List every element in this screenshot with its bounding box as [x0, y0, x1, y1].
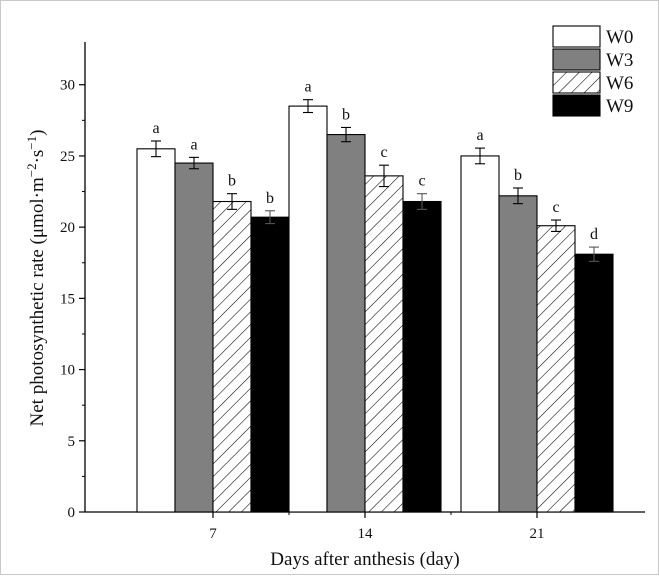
bar-w9-day14 — [402, 200, 442, 513]
significance-label: d — [590, 226, 598, 243]
significance-label: c — [552, 199, 559, 216]
bar-w3-day7 — [174, 162, 214, 513]
significance-label: c — [418, 173, 425, 190]
bar-w0-day7 — [136, 148, 176, 513]
significance-label: b — [514, 167, 522, 184]
bar-w6-day7 — [212, 200, 252, 513]
y-tick-label: 30 — [60, 78, 75, 94]
legend-swatch-w9 — [552, 94, 601, 117]
y-axis-title-mid: ·s — [27, 150, 48, 164]
significance-label: b — [228, 173, 236, 190]
y-tick-label: 0 — [68, 505, 76, 521]
legend-label-w0: W0 — [606, 27, 633, 48]
x-axis-title: Days after anthesis (day) — [270, 549, 459, 570]
bar-w6-day14 — [364, 175, 404, 513]
significance-label: b — [266, 190, 274, 207]
significance-label: a — [190, 136, 197, 153]
significance-label: a — [476, 127, 483, 144]
bar-w9-day7 — [250, 216, 290, 513]
x-tick-label: 14 — [358, 526, 374, 542]
x-tick-label: 21 — [530, 526, 545, 542]
significance-label: a — [152, 120, 159, 137]
x-tick-label: 7 — [209, 526, 217, 542]
y-tick-label: 20 — [60, 220, 75, 236]
y-axis-title: Net photosynthetic rate (μmol·m−2·s−1) — [24, 130, 48, 427]
y-tick-label: 5 — [68, 434, 76, 450]
y-axis-title-end: ) — [27, 130, 48, 136]
significance-label: c — [380, 144, 387, 161]
y-tick-label: 10 — [60, 363, 75, 379]
y-axis-title-sup1: −2 — [24, 163, 39, 177]
legend-swatch-w3 — [552, 48, 601, 71]
y-axis-title-main: Net photosynthetic rate (μmol·m — [27, 177, 48, 426]
bar-w6-day21 — [536, 225, 576, 513]
legend-label-w6: W6 — [606, 73, 633, 94]
legend-label-w3: W3 — [606, 50, 633, 71]
bar-w0-day14 — [288, 105, 328, 513]
legend-swatch-w0 — [552, 25, 601, 48]
significance-label: a — [304, 79, 311, 96]
bar-w9-day21 — [574, 253, 614, 513]
significance-label: b — [342, 106, 350, 123]
y-tick-label: 15 — [60, 291, 75, 307]
y-axis-title-sup2: −1 — [24, 136, 39, 150]
bar-w3-day14 — [326, 134, 366, 513]
bar-w3-day21 — [498, 195, 538, 513]
legend-label-w9: W9 — [606, 96, 633, 117]
bar-w0-day21 — [460, 155, 500, 513]
y-tick-label: 25 — [60, 149, 75, 165]
legend-swatch-w6 — [552, 71, 601, 94]
